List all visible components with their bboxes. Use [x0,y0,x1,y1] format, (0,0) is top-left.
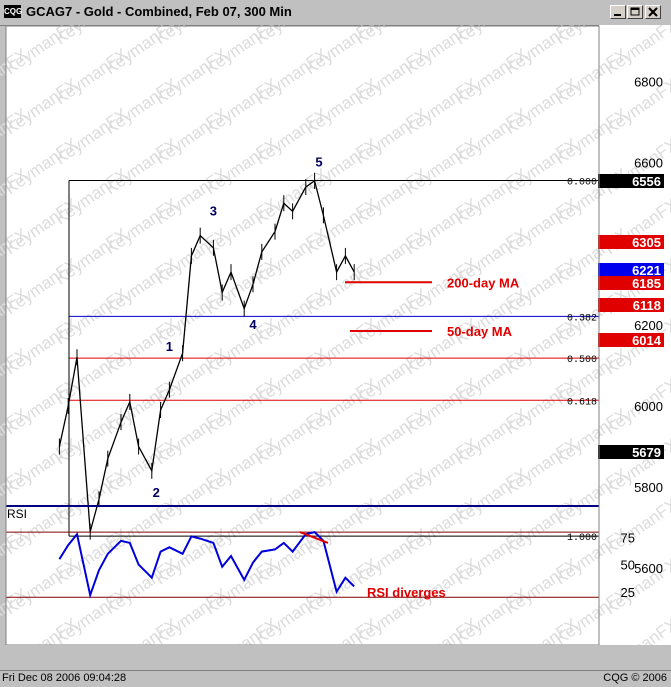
price-box-label: 6221 [632,263,661,278]
price-tick-label: 5600 [634,561,663,576]
minimize-icon [614,14,621,16]
price-tick-label: 6200 [634,318,663,333]
wave-label: 1 [166,339,173,354]
panel-frame [5,25,600,645]
wave-label: 3 [210,203,217,218]
close-icon [648,7,658,17]
status-timestamp: Fri Dec 08 2006 09:04:28 [2,672,127,684]
title-bar[interactable]: CQG GCAG7 - Gold - Combined, Feb 07, 300… [0,0,671,26]
wave-label: 5 [315,155,322,170]
price-box [598,298,664,312]
maximize-button[interactable] [627,5,643,19]
price-tick-label: 6800 [634,75,663,90]
ma-200-label: 200-day MA [447,275,520,290]
maximize-icon [630,7,640,16]
fib-level-label: 0.618 [567,397,597,408]
rsi-annotation: RSI diverges [367,585,446,600]
fib-level-label: 1.000 [567,533,597,544]
price-box [598,263,664,277]
price-box-label: 6305 [632,235,661,250]
price-tick-label: 6000 [634,399,663,414]
price-box [598,445,664,459]
window-title: GCAG7 - Gold - Combined, Feb 07, 300 Min [26,4,292,19]
price-box-label: 6185 [632,276,661,291]
price-box [598,276,664,290]
fib-level-label: 0.000 [567,178,597,189]
minimize-button[interactable] [610,5,626,19]
rsi-panel-bg [6,506,599,645]
price-box [598,235,664,249]
wave-label: 4 [249,317,257,332]
price-box [598,333,664,347]
rsi-title: RSI [7,507,27,521]
rsi-divergence-line [299,531,329,544]
rsi-tick-label: 50 [621,558,635,573]
price-tick-label: 5800 [634,480,663,495]
price-box [598,174,664,188]
fib-level-label: 0.500 [567,355,597,366]
cqg-app-icon: CQG [4,5,23,18]
price-tick-label: 6600 [634,156,663,171]
price-box-label: 6118 [633,298,661,313]
price-box-label: 6556 [632,174,661,189]
status-bar: Fri Dec 08 2006 09:04:28 CQG © 2006 [0,670,671,687]
close-button[interactable] [645,5,661,19]
price-box-label: 5679 [632,445,661,460]
price-panel-bg [6,26,599,505]
price-line [58,179,355,532]
rsi-tick-label: 25 [621,585,635,600]
wave-label: 2 [153,485,160,500]
rsi-tick-label: 75 [621,531,635,546]
ma-50-label: 50-day MA [447,324,513,339]
price-box-label: 6014 [632,333,662,348]
status-copyright: CQG © 2006 [603,672,667,684]
chart-canvas: KeymanFX KeymanFX KeymanFX KeymanFX KeymanFX… [0,25,671,645]
fib-level-label: 0.382 [567,313,597,324]
